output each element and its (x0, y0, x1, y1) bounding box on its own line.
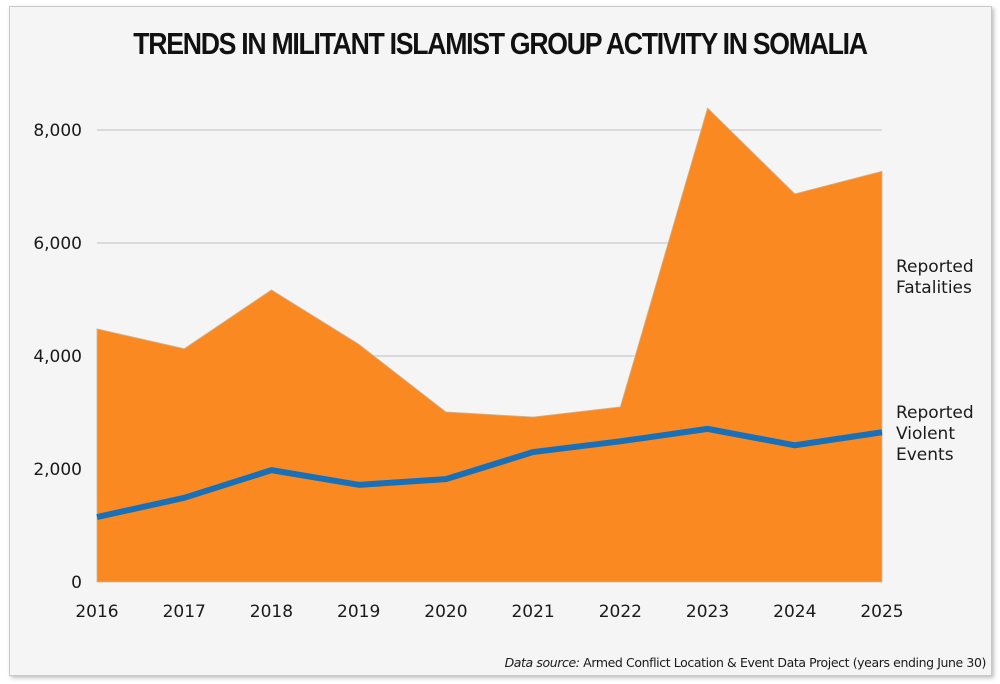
x-tick-label: 2021 (511, 602, 554, 622)
x-tick-label: 2019 (337, 602, 380, 622)
data-source-text: Armed Conflict Location & Event Data Pro… (579, 655, 986, 670)
x-tick-label: 2017 (163, 602, 206, 622)
chart-title: TRENDS IN MILITANT ISLAMIST GROUP ACTIVI… (133, 26, 868, 61)
events-label-line: Reported (896, 403, 974, 423)
fatalities-label: Reported Fatalities (896, 257, 974, 298)
fatalities-label-line: Fatalities (896, 278, 972, 298)
fatalities-area-layer (96, 107, 883, 583)
x-tick-label: 2020 (424, 602, 467, 622)
y-axis-ticks: 0 2,000 4,000 6,000 8,000 (33, 121, 82, 593)
x-tick-label: 2024 (773, 602, 816, 622)
x-tick-label: 2022 (599, 602, 642, 622)
data-source-prefix: Data source: (504, 655, 580, 670)
y-tick-label: 2,000 (33, 460, 82, 480)
events-line (96, 425, 883, 520)
y-tick-label: 4,000 (33, 347, 82, 367)
x-tick-label: 2025 (860, 602, 903, 622)
fatalities-label-line: Reported (896, 257, 974, 277)
fatalities-area (96, 107, 883, 583)
data-source-note: Data source: Armed Conflict Location & E… (504, 655, 987, 670)
events-line-layer (96, 425, 883, 520)
x-tick-label: 2018 (250, 602, 293, 622)
events-label-line: Violent (896, 424, 955, 444)
events-label: Reported Violent Events (896, 403, 974, 465)
y-tick-label: 6,000 (33, 234, 82, 254)
y-tick-label: 0 (71, 573, 82, 593)
y-tick-label: 8,000 (33, 121, 82, 141)
x-tick-label: 2023 (686, 602, 729, 622)
events-label-line: Events (896, 445, 954, 465)
x-axis-ticks: 2016 2017 2018 2019 2020 2021 2022 2023 2024 2025 (75, 602, 903, 622)
x-tick-label: 2016 (75, 602, 118, 622)
